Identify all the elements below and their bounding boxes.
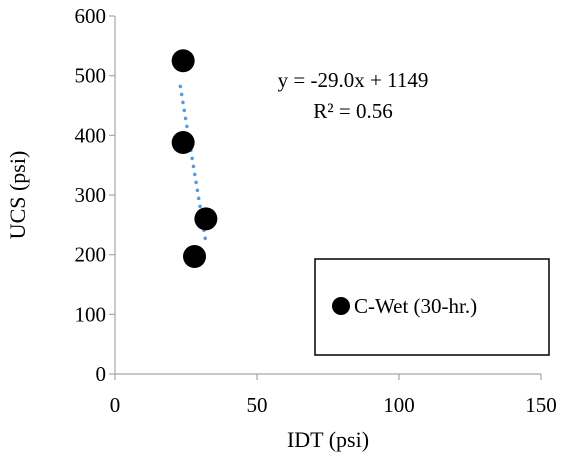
data-points [171, 49, 218, 268]
x-tick-label: 0 [110, 393, 121, 417]
x-tick-label: 100 [383, 393, 415, 417]
x-tick-label: 50 [247, 393, 268, 417]
trendline-equation: y = -29.0x + 1149 [278, 68, 429, 92]
x-tick-label: 150 [525, 393, 557, 417]
y-tick-label: 200 [75, 243, 107, 267]
data-point [194, 207, 218, 231]
y-axis-title: UCS (psi) [5, 151, 30, 240]
y-tick-label: 600 [75, 4, 107, 28]
y-tick-label: 300 [75, 183, 107, 207]
legend-label: C-Wet (30-hr.) [354, 294, 477, 318]
y-tick-label: 400 [75, 123, 107, 147]
axes: 0 100 200 300 400 500 600 0 50 100 150 [75, 4, 557, 417]
y-tick-label: 500 [75, 64, 107, 88]
legend: C-Wet (30-hr.) [314, 258, 550, 356]
legend-marker [332, 297, 350, 315]
y-tick-label: 100 [75, 302, 107, 326]
trendline-r2: R² = 0.56 [313, 99, 392, 123]
data-point [171, 49, 195, 73]
x-axis-title: IDT (psi) [287, 427, 369, 452]
y-tick-label: 0 [96, 362, 107, 386]
data-point [171, 130, 195, 154]
legend-box [314, 258, 550, 356]
data-point [183, 244, 207, 268]
